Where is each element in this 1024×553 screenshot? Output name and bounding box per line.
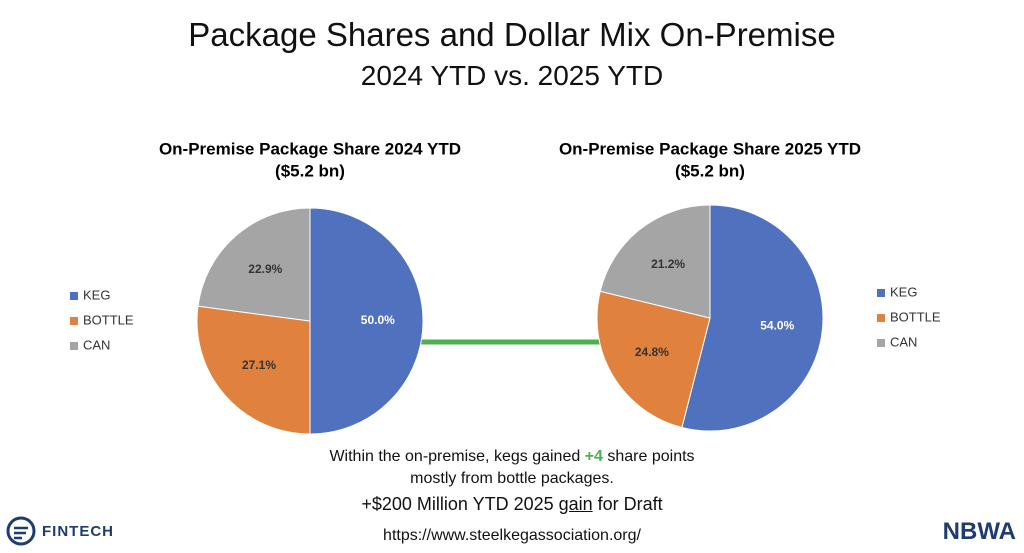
logo-right: NBWA: [942, 518, 1016, 545]
data-label: 27.1%: [242, 358, 276, 372]
url: https://www.steelkegassociation.org/: [383, 527, 641, 544]
data-label: 24.8%: [635, 345, 669, 359]
pie-slice: [599, 204, 711, 319]
slide-title: Package Shares and Dollar Mix On-Premise: [188, 16, 836, 53]
data-label: 50.0%: [361, 313, 395, 327]
legend-label: KEG: [83, 287, 110, 302]
note-line-2: mostly from bottle packages.: [410, 470, 614, 487]
claim: +$200 Million YTD 2025 gain for Draft: [0, 494, 1024, 515]
pie-slice: [197, 207, 311, 322]
logo-text: FINTECH: [42, 522, 114, 540]
claim-text: +$200 Million YTD 2025: [361, 494, 559, 514]
note-text: share points: [602, 448, 695, 465]
data-label: 21.2%: [651, 257, 685, 271]
legend-swatch: [70, 342, 78, 350]
logo-icon: [6, 516, 36, 546]
legend-swatch: [70, 292, 78, 300]
pie-slice: [309, 207, 424, 435]
chart-title: On-Premise Package Share 2025 YTD: [559, 139, 861, 158]
legend-swatch: [877, 289, 885, 297]
note-text: Within the on-premise, kegs gained: [329, 448, 585, 465]
note-highlight: +4: [584, 448, 603, 465]
legend-swatch: [877, 339, 885, 347]
legend-label: BOTTLE: [83, 312, 134, 327]
pie-slice: [681, 204, 824, 432]
claim-underlined: gain: [558, 494, 593, 514]
data-label: 22.9%: [248, 262, 282, 276]
logo-left: FINTECH: [6, 516, 114, 546]
slide-subtitle: 2024 YTD vs. 2025 YTD: [360, 60, 664, 91]
legend-label: BOTTLE: [890, 309, 941, 324]
legend-label: KEG: [890, 284, 917, 299]
legend-label: CAN: [83, 337, 110, 352]
legend-label: CAN: [890, 334, 917, 349]
legend-swatch: [70, 317, 78, 325]
claim-text: for Draft: [592, 494, 663, 514]
note-line-1: Within the on-premise, kegs gained +4 sh…: [0, 448, 1024, 466]
pie-slice: [596, 290, 711, 429]
pie-slice: [196, 305, 311, 435]
chart-subtitle: ($5.2 bn): [275, 161, 345, 180]
chart-title: On-Premise Package Share 2024 YTD: [159, 139, 461, 158]
data-label: 54.0%: [760, 319, 794, 333]
chart-subtitle: ($5.2 bn): [675, 161, 745, 180]
legend-swatch: [877, 314, 885, 322]
